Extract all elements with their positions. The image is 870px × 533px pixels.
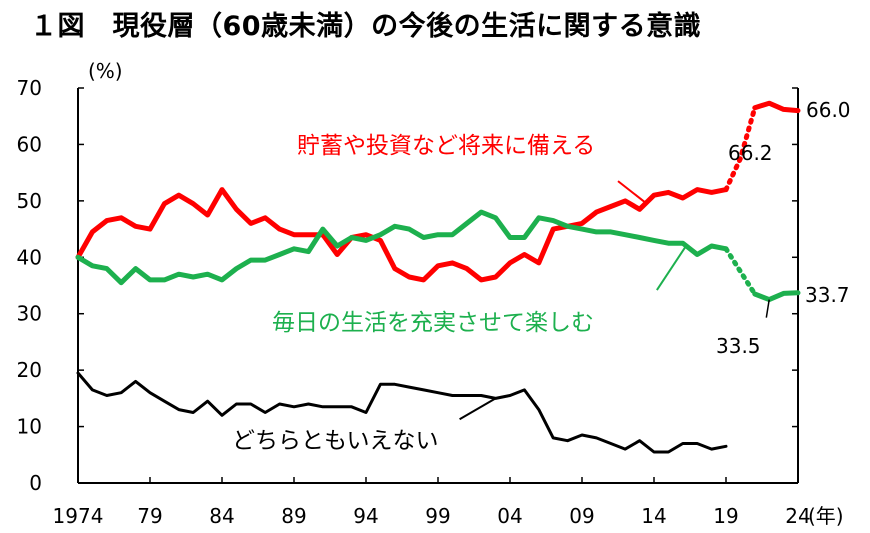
x-tick-label: 14 xyxy=(641,504,666,528)
end-label-enjoy-2022: 33.5 xyxy=(716,334,761,358)
x-tick-label: 79 xyxy=(137,504,162,528)
x-tick-label: 94 xyxy=(353,504,378,528)
y-tick-label: 50 xyxy=(17,189,42,213)
chart-title: １図 現役層（60歳未満）の今後の生活に関する意識 xyxy=(30,11,702,42)
pointer-neither xyxy=(459,397,497,421)
y-tick-label: 40 xyxy=(17,245,42,269)
x-tick-labels: 1974 79 84 89 94 99 04 09 14 19 24 xyxy=(53,504,811,528)
end-label-enjoy-2024: 33.7 xyxy=(805,283,850,307)
pointer-enjoy-life xyxy=(656,243,688,291)
y-unit-label: (%) xyxy=(88,59,123,83)
series-label-savings: 貯蓄や投資など将来に備える xyxy=(297,133,595,159)
x-unit-label: (年) xyxy=(808,504,844,528)
x-tick-label: 04 xyxy=(497,504,522,528)
series-line-neither xyxy=(76,371,728,454)
series-recent-enjoy-life xyxy=(752,290,801,303)
end-label-savings-2023: 66.2 xyxy=(728,141,773,165)
series-lines xyxy=(75,100,801,454)
series-projection-enjoy-life xyxy=(723,246,758,297)
x-tick-label: 19 xyxy=(713,504,738,528)
y-tick-label: 70 xyxy=(17,76,42,100)
series-recent-savings xyxy=(752,100,801,114)
label-pointers xyxy=(459,180,770,421)
series-label-enjoy-life: 毎日の生活を充実させて楽しむ xyxy=(272,310,594,336)
series-line-enjoy-life xyxy=(75,209,729,286)
x-tick-label: 89 xyxy=(281,504,306,528)
y-tick-label: 20 xyxy=(17,358,42,382)
y-tick-label: 0 xyxy=(29,471,42,495)
series-label-neither: どちらともいえない xyxy=(232,428,439,454)
end-label-savings-2024: 66.0 xyxy=(806,98,851,122)
y-tick-label: 60 xyxy=(17,132,42,156)
pointer-enjoy-2022 xyxy=(765,299,770,318)
y-tick-label: 30 xyxy=(17,302,42,326)
x-tick-label: 84 xyxy=(209,504,234,528)
series-line-savings xyxy=(75,187,729,283)
chart-axes xyxy=(77,87,799,484)
x-tick-label: 09 xyxy=(569,504,594,528)
x-tick-label: 24 xyxy=(785,504,810,528)
pointer-savings xyxy=(617,180,648,205)
y-tick-label: 10 xyxy=(17,415,42,439)
series-projection-savings xyxy=(723,105,758,193)
x-tick-label: 1974 xyxy=(53,504,104,528)
y-tick-labels: 0 10 20 30 40 50 60 70 xyxy=(17,76,42,495)
x-tick-label: 99 xyxy=(425,504,450,528)
